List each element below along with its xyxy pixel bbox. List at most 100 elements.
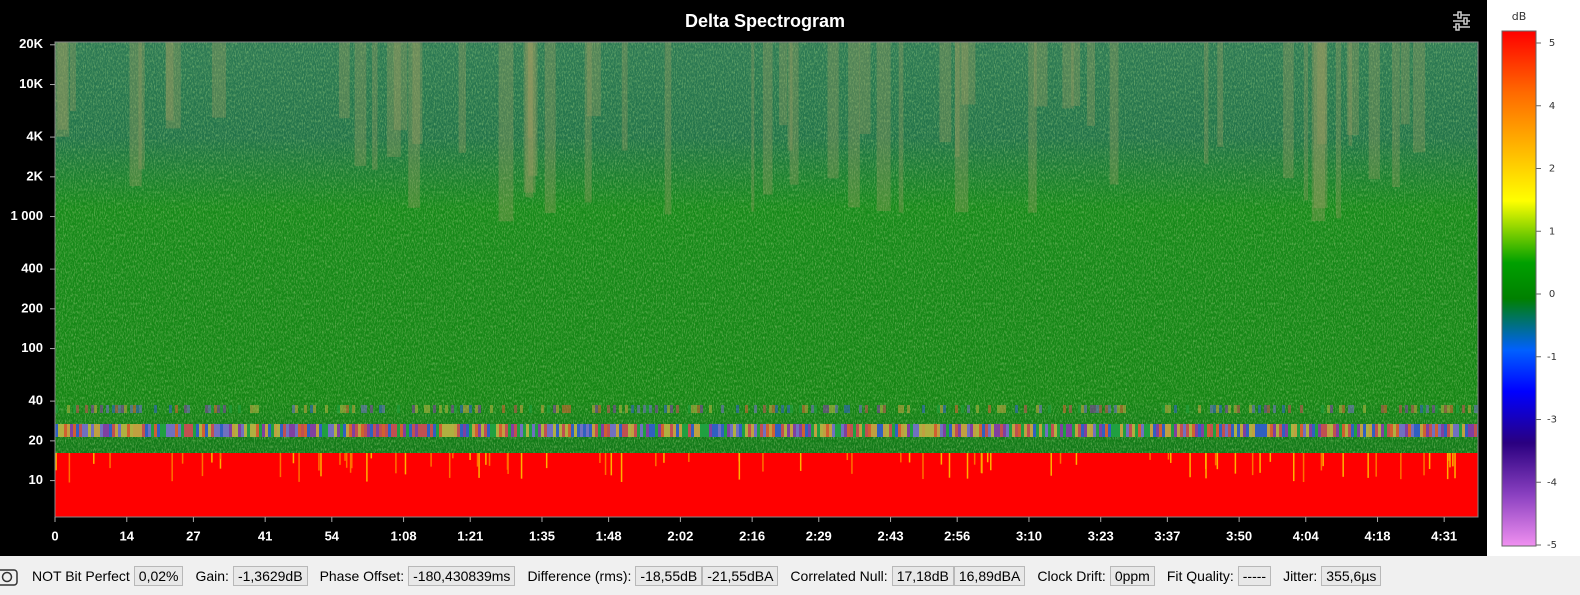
colorbar-tick-label: -4 bbox=[1547, 477, 1557, 488]
texture-band bbox=[1231, 424, 1234, 437]
texture-low-stripe bbox=[851, 453, 853, 474]
texture-stripe bbox=[621, 42, 628, 151]
texture-band bbox=[1279, 424, 1282, 437]
texture-band bbox=[589, 424, 592, 437]
texture-band bbox=[1456, 405, 1459, 413]
x-tick-label: 2:29 bbox=[806, 528, 832, 543]
texture-band bbox=[877, 424, 880, 437]
texture-band bbox=[583, 424, 586, 437]
texture-low-stripe bbox=[1449, 453, 1451, 468]
texture-band bbox=[73, 405, 76, 413]
texture-band bbox=[937, 424, 940, 437]
texture-band bbox=[631, 424, 634, 437]
texture-band bbox=[157, 424, 160, 437]
texture-band bbox=[379, 405, 382, 413]
texture-band bbox=[451, 424, 454, 437]
texture-band bbox=[676, 424, 679, 437]
texture-band bbox=[1117, 405, 1120, 413]
texture-band bbox=[1207, 424, 1210, 437]
texture-stripe bbox=[848, 42, 860, 208]
texture-stripe bbox=[386, 42, 401, 157]
texture-band bbox=[922, 424, 925, 437]
texture-band bbox=[1243, 424, 1246, 437]
texture-stripe bbox=[1217, 42, 1224, 147]
texture-band bbox=[211, 424, 214, 437]
texture-band bbox=[1021, 424, 1024, 437]
texture-band bbox=[253, 405, 256, 413]
texture-band bbox=[862, 424, 865, 437]
texture-band bbox=[505, 424, 508, 437]
texture-low-stripe bbox=[366, 453, 368, 482]
texture-band bbox=[823, 405, 826, 413]
x-tick-label: 3:23 bbox=[1088, 528, 1114, 543]
texture-band bbox=[1435, 405, 1438, 413]
texture-band bbox=[1297, 424, 1300, 437]
texture-band bbox=[709, 405, 712, 413]
texture-low-stripe bbox=[219, 453, 222, 459]
texture-band bbox=[847, 405, 850, 413]
texture-band bbox=[955, 405, 958, 413]
texture-low-stripe bbox=[476, 453, 479, 467]
texture-band bbox=[1081, 424, 1084, 437]
texture-band bbox=[1405, 405, 1408, 413]
texture-low-stripe bbox=[981, 453, 983, 474]
texture-band bbox=[217, 424, 220, 437]
settings-icon[interactable] bbox=[1453, 11, 1470, 31]
texture-band bbox=[1405, 424, 1408, 437]
texture-band bbox=[229, 405, 232, 413]
texture-stripe bbox=[779, 42, 788, 126]
texture-band bbox=[1105, 405, 1108, 413]
texture-stripe bbox=[55, 42, 70, 137]
texture-band bbox=[223, 424, 226, 437]
x-tick-label: 1:48 bbox=[596, 528, 622, 543]
texture-band bbox=[613, 424, 616, 437]
texture-low-stripe bbox=[292, 453, 295, 464]
texture-band bbox=[1390, 424, 1393, 437]
texture-band bbox=[1219, 405, 1222, 413]
texture-band bbox=[1033, 424, 1036, 437]
texture-band bbox=[427, 424, 430, 437]
texture-band bbox=[985, 424, 988, 437]
texture-band bbox=[1282, 424, 1285, 437]
texture-band bbox=[970, 424, 973, 437]
status-value: 355,6µs bbox=[1321, 565, 1382, 586]
texture-band bbox=[244, 424, 247, 437]
texture-band bbox=[1171, 424, 1174, 437]
x-tick-label: 3:50 bbox=[1226, 528, 1252, 543]
texture-band bbox=[1093, 424, 1096, 437]
texture-band bbox=[892, 424, 895, 437]
texture-band bbox=[841, 424, 844, 437]
texture-band bbox=[961, 424, 964, 437]
texture-band bbox=[103, 424, 106, 437]
texture-band bbox=[1168, 405, 1171, 413]
camera-icon[interactable] bbox=[0, 564, 20, 588]
texture-band bbox=[406, 424, 409, 437]
texture-band bbox=[991, 424, 994, 437]
texture-band bbox=[769, 424, 772, 437]
texture-band bbox=[595, 405, 598, 413]
y-tick-label: 40 bbox=[29, 393, 43, 408]
texture-band bbox=[796, 424, 799, 437]
texture-stripe bbox=[876, 42, 891, 212]
texture-band bbox=[811, 424, 814, 437]
texture-band bbox=[1438, 424, 1441, 437]
texture-low-stripe bbox=[345, 453, 348, 468]
texture-band bbox=[130, 424, 133, 437]
texture-band bbox=[271, 424, 274, 437]
texture-band bbox=[826, 405, 829, 413]
status-label: Phase Offset: bbox=[319, 567, 405, 584]
texture-band bbox=[1450, 424, 1453, 437]
texture-band bbox=[58, 424, 61, 437]
texture-band bbox=[1258, 405, 1261, 413]
texture-band bbox=[1078, 424, 1081, 437]
texture-band bbox=[190, 424, 193, 437]
texture-band bbox=[859, 405, 862, 413]
texture-band bbox=[871, 424, 874, 437]
status-value: -21,55dBA bbox=[702, 565, 779, 586]
texture-stripe bbox=[954, 42, 969, 213]
texture-stripe bbox=[762, 42, 773, 195]
texture-band bbox=[412, 405, 415, 413]
texture-band bbox=[496, 424, 499, 437]
y-tick-label: 4K bbox=[26, 129, 43, 144]
texture-band bbox=[943, 405, 946, 413]
